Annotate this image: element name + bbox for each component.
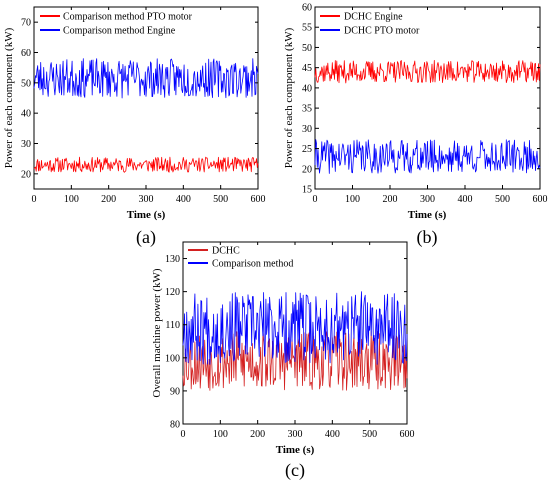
y-tick-label: 15 <box>302 185 312 196</box>
y-tick-label: 35 <box>302 104 312 115</box>
series-line-comparison-method <box>182 291 408 365</box>
legend-label: DCHC <box>212 246 240 257</box>
panel-a-legend: Comparison method PTO motor Comparison m… <box>40 12 193 37</box>
panel-b: 0 100 200 300 400 500 60015202530354045505560 … <box>283 3 548 249</box>
panel-c-legend: DCHC Comparison method <box>188 246 293 270</box>
y-tick-label: 45 <box>302 63 312 74</box>
panel-c-caption: (c) <box>285 460 305 481</box>
x-tick-label: 300 <box>139 194 154 205</box>
y-tick-label: 60 <box>302 3 312 14</box>
legend-label: Comparison method PTO motor <box>63 12 193 23</box>
x-tick-label: 0 <box>181 429 186 440</box>
panel-a-xlabel: Time (s) <box>127 209 166 221</box>
y-tick-label: 40 <box>302 83 312 94</box>
legend-label: DCHC Engine <box>344 12 403 23</box>
x-tick-label: 300 <box>288 429 303 440</box>
x-tick-label: 100 <box>345 194 360 205</box>
y-tick-label: 20 <box>302 164 312 175</box>
x-tick-label: 500 <box>495 194 510 205</box>
x-tick-label: 200 <box>250 429 265 440</box>
panel-b-series <box>314 60 541 174</box>
legend-label: Comparison method Engine <box>63 26 176 37</box>
y-tick-label: 120 <box>165 287 180 298</box>
x-tick-label: 600 <box>533 194 548 205</box>
panel-c-ylabel: Overall machine power (kW) <box>151 268 163 398</box>
x-tick-label: 400 <box>176 194 191 205</box>
x-tick-label: 100 <box>64 194 79 205</box>
x-tick-label: 600 <box>400 429 415 440</box>
y-tick-label: 100 <box>165 353 180 364</box>
y-tick-label: 50 <box>302 43 312 54</box>
y-tick-label: 30 <box>21 139 31 150</box>
y-tick-label: 70 <box>21 18 31 29</box>
y-tick-label: 80 <box>170 420 180 431</box>
series-line-dchc <box>182 330 408 391</box>
panel-a-ticks: 0 100 200 300 400 500 600 20 30 40 50 60 70 <box>21 7 266 205</box>
x-tick-label: 500 <box>362 429 377 440</box>
x-tick-label: 600 <box>251 194 266 205</box>
panel-b-ticks: 0 100 200 300 400 500 600 15 20 25 30 35 40 45 50 55 60 <box>302 3 548 206</box>
panel-c-ticks: 0 100 200 300 400 500 600 80 90 100 110 120 130 <box>165 242 415 440</box>
x-tick-label: 400 <box>458 194 473 205</box>
x-tick-label: 300 <box>420 194 435 205</box>
panel-b-xlabel: Time (s) <box>408 209 447 221</box>
x-tick-label: 0 <box>32 194 37 205</box>
panel-c: 0 100 200 300 400 500 600 80 90 100 110 120 130 DCHC… <box>151 241 415 481</box>
y-tick-label: 50 <box>21 78 31 89</box>
y-tick-label: 110 <box>165 320 180 331</box>
series-line-dchc-engine <box>314 60 541 84</box>
panel-b-ylabel: Power of each component (kW) <box>283 27 295 168</box>
x-tick-label: 200 <box>383 194 398 205</box>
x-tick-label: 200 <box>101 194 116 205</box>
x-tick-label: 500 <box>213 194 228 205</box>
panel-a-caption: (a) <box>136 227 156 248</box>
y-tick-label: 130 <box>165 254 180 265</box>
y-tick-label: 25 <box>302 144 312 155</box>
x-tick-label: 400 <box>325 429 340 440</box>
panel-a: 0 100 200 300 400 500 600 20 30 40 50 60 70 Comparis… <box>3 6 266 248</box>
y-tick-label: 60 <box>21 48 31 59</box>
series-line-comparison-method-engine <box>33 58 259 99</box>
series-line-comparison-method-pto-motor <box>33 156 259 173</box>
panel-a-ylabel: Power of each component (kW) <box>3 27 15 168</box>
panel-b-legend: DCHC Engine DCHC PTO motor <box>320 12 420 37</box>
y-tick-label: 20 <box>21 169 31 180</box>
panel-b-caption: (b) <box>417 227 438 248</box>
panel-c-xlabel: Time (s) <box>276 444 315 456</box>
y-tick-label: 90 <box>170 386 180 397</box>
y-tick-label: 40 <box>21 109 31 120</box>
x-tick-label: 0 <box>313 194 318 205</box>
x-tick-label: 100 <box>213 429 228 440</box>
y-tick-label: 30 <box>302 124 312 135</box>
legend-label: DCHC PTO motor <box>344 26 420 37</box>
y-tick-label: 55 <box>302 23 312 34</box>
panel-c-series <box>182 291 408 391</box>
panel-a-series <box>33 58 259 173</box>
series-line-dchc-pto-motor <box>314 139 541 174</box>
legend-label: Comparison method <box>212 259 293 270</box>
